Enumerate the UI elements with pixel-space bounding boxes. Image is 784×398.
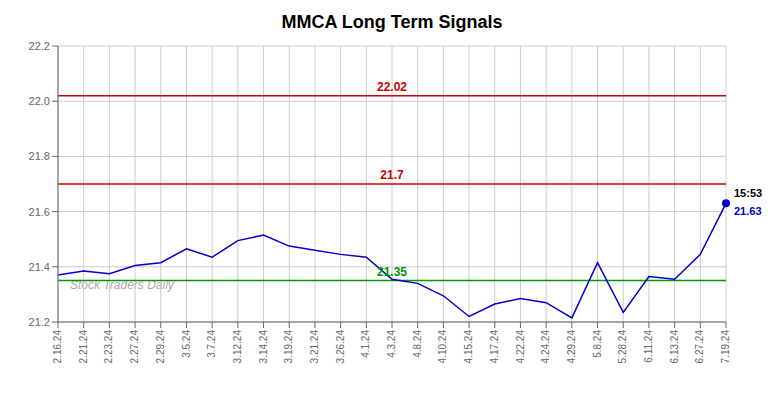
- svg-text:21.8: 21.8: [29, 150, 50, 162]
- svg-text:22.0: 22.0: [29, 95, 50, 107]
- svg-text:4.8.24: 4.8.24: [412, 330, 423, 358]
- svg-text:6.13.24: 6.13.24: [669, 330, 680, 364]
- svg-text:3.14.24: 3.14.24: [258, 330, 269, 364]
- svg-text:21.6: 21.6: [29, 206, 50, 218]
- svg-text:4.29.24: 4.29.24: [566, 330, 577, 364]
- svg-text:22.02: 22.02: [377, 80, 407, 94]
- svg-text:6.27.24: 6.27.24: [694, 330, 705, 364]
- svg-text:21.35: 21.35: [377, 265, 407, 279]
- svg-text:6.11.24: 6.11.24: [643, 330, 654, 363]
- svg-text:3.21.24: 3.21.24: [309, 330, 320, 364]
- svg-text:3.7.24: 3.7.24: [206, 330, 217, 358]
- svg-text:4.3.24: 4.3.24: [386, 330, 397, 358]
- svg-text:4.22.24: 4.22.24: [515, 330, 526, 364]
- svg-text:3.5.24: 3.5.24: [181, 330, 192, 358]
- svg-text:2.29.24: 2.29.24: [155, 330, 166, 364]
- svg-text:4.24.24: 4.24.24: [540, 330, 551, 364]
- svg-text:3.12.24: 3.12.24: [232, 330, 243, 364]
- svg-text:2.23.24: 2.23.24: [103, 330, 114, 364]
- svg-text:5.28.24: 5.28.24: [617, 330, 628, 364]
- svg-text:21.63: 21.63: [734, 205, 762, 217]
- svg-text:2.21.24: 2.21.24: [78, 330, 89, 364]
- svg-text:7.19.24: 7.19.24: [720, 330, 731, 364]
- svg-text:4.15.24: 4.15.24: [463, 330, 474, 364]
- svg-text:21.4: 21.4: [29, 261, 50, 273]
- svg-text:2.27.24: 2.27.24: [129, 330, 140, 364]
- svg-text:2.16.24: 2.16.24: [52, 330, 63, 364]
- svg-text:3.26.24: 3.26.24: [335, 330, 346, 364]
- svg-text:22.2: 22.2: [29, 40, 50, 52]
- html-text:Stock Traders Daily: Stock Traders Daily: [70, 278, 174, 293]
- svg-text:4.10.24: 4.10.24: [437, 330, 448, 364]
- svg-text:21.7: 21.7: [380, 168, 404, 182]
- html-text:MMCA Long Term Signals: MMCA Long Term Signals: [281, 12, 503, 32]
- svg-text:4.1.24: 4.1.24: [360, 330, 371, 358]
- svg-text:15:53: 15:53: [734, 187, 762, 199]
- svg-text:21.2: 21.2: [29, 316, 50, 328]
- svg-text:5.8.24: 5.8.24: [592, 330, 603, 358]
- svg-text:4.17.24: 4.17.24: [489, 330, 500, 364]
- svg-text:3.19.24: 3.19.24: [283, 330, 294, 364]
